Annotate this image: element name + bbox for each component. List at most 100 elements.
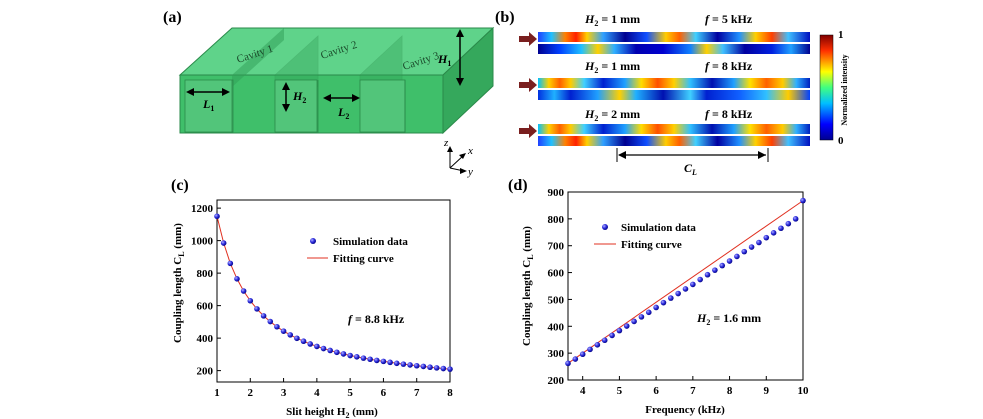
field-row-2: H2 = 1 mm f = 8 kHz [519,59,810,100]
data-point-d-24 [741,248,748,255]
legend-c-simulation: Simulation data [333,236,408,248]
row1-h-label: H2 = 1 mm [584,12,640,28]
x-tick-label-d-1: 5 [617,385,623,397]
panel-b-label: (b) [495,9,515,26]
data-point-d-15 [675,290,681,297]
chart-d: 4 5 6 7 8 9 10 200 300 400 500 600 700 800 900 [548,187,810,397]
x-tick-label-d-0: 4 [580,385,586,397]
data-point-c-34 [440,365,447,372]
field-strip-2-top [538,78,810,88]
panel-c: (c) 1 2 3 4 5 6 7 8 200 400 600 800 1000 1200 Simulat… [171,177,453,419]
colorbar-min: 0 [838,135,844,147]
axis-y-label: y [467,166,473,178]
data-point-c-27 [393,360,400,367]
panel-c-label: (c) [171,177,189,194]
plot-frame-d [567,191,804,381]
legend-d-marker-points [602,224,608,230]
data-point-c-35 [447,366,453,372]
data-point-c-10 [280,328,287,334]
y-tick-label-d-1: 300 [548,348,565,360]
panel-a: (a) Cavity 1 Cavity 2 Cavity 3 H1 L1 [163,9,495,178]
input-arrow-1 [519,32,537,46]
y-tick-label-d-0: 200 [548,375,565,387]
data-point-c-1 [220,240,227,246]
row3-h-label: H2 = 2 mm [584,107,640,123]
y-tick-label-c-3: 800 [197,268,214,280]
input-arrow-3 [519,124,537,138]
x-tick-label-c-4: 5 [347,387,353,399]
y-tick-label-c-5: 1200 [191,203,214,215]
l1-label: L1 [202,97,214,113]
data-point-c-6 [254,306,260,312]
chart-c: 1 2 3 4 5 6 7 8 200 400 600 800 1000 1200 [191,199,453,399]
cl-label: CL [684,161,697,177]
field-row-3: H2 = 2 mm f = 8 kHz [519,107,810,146]
y-tick-label-d-2: 400 [548,321,565,333]
y-tick-label-d-5: 700 [548,241,565,253]
cavity-box-diagram [178,26,495,135]
x-tick-label-c-0: 1 [214,387,220,399]
data-point-c-5 [247,297,254,304]
legend-d-simulation: Simulation data [621,222,696,234]
x-tick-label-d-5: 9 [764,385,770,397]
h1-label: H1 [437,52,451,68]
ylabel-d: Coupling length CL (mm) [521,226,535,346]
colorbar [819,34,834,141]
data-point-d-5 [601,337,608,344]
annotation-c: f = 8.8 kHz [348,312,405,326]
panel-d: (d) 4 5 6 7 8 9 10 200 300 400 500 600 700 800 900 Sim… [508,177,809,416]
data-point-d-27 [763,234,770,241]
data-point-d-22 [726,258,733,264]
data-point-c-9 [274,323,280,330]
data-point-c-0 [214,213,220,220]
x-tick-label-c-3: 4 [314,387,320,399]
legend-c-fitting: Fitting curve [333,253,394,265]
data-point-d-20 [712,267,718,273]
field-strip-1-top [538,32,810,42]
data-point-d-10 [638,314,645,320]
data-point-c-8 [267,318,274,325]
h2-arrowheads [282,82,290,112]
data-point-c-15 [314,343,320,350]
x-tick-label-c-5: 6 [381,387,387,399]
y-tick-label-d-6: 800 [548,214,565,226]
plot-frame-c [216,199,451,383]
data-point-c-21 [354,354,360,360]
data-point-d-19 [704,271,711,278]
field-strip-3-bottom [538,136,810,146]
data-point-c-26 [387,359,393,366]
data-point-c-29 [407,362,413,368]
l2-arrowheads [323,94,360,102]
data-point-d-29 [778,225,784,232]
data-point-d-32 [800,197,806,204]
data-point-d-28 [770,230,777,236]
data-point-d-17 [690,281,696,288]
y-tick-label-c-1: 400 [197,333,214,345]
data-point-c-23 [367,356,373,363]
field-row-1: H2 = 1 mm f = 5 kHz [519,12,810,54]
axis-x-label: x [467,145,473,157]
data-point-c-14 [307,341,314,347]
axis-z-label: z [443,137,449,149]
data-point-d-26 [756,239,762,246]
legend-c-marker-points [310,238,316,244]
data-point-c-22 [360,355,367,361]
xlabel-d: Frequency (kHz) [645,404,725,416]
data-point-d-13 [660,299,667,306]
x-tick-label-c-6: 7 [414,387,420,399]
data-point-c-4 [240,288,247,294]
data-point-c-28 [400,361,407,367]
xlabel-c: Slit height H2 (mm) [286,406,378,419]
data-point-d-25 [748,244,755,250]
data-point-d-8 [623,323,630,329]
data-point-c-11 [287,332,294,338]
annotation-d: H2 = 1.6 mm [696,311,761,327]
y-tick-label-c-2: 600 [197,301,214,313]
y-tick-label-d-7: 900 [548,187,565,199]
data-point-c-20 [347,352,353,359]
panel-a-label: (a) [163,9,182,26]
data-point-d-12 [653,304,659,311]
x-tick-label-c-2: 3 [281,387,287,399]
x-tick-label-d-6: 10 [798,385,810,397]
data-point-d-11 [645,309,652,316]
